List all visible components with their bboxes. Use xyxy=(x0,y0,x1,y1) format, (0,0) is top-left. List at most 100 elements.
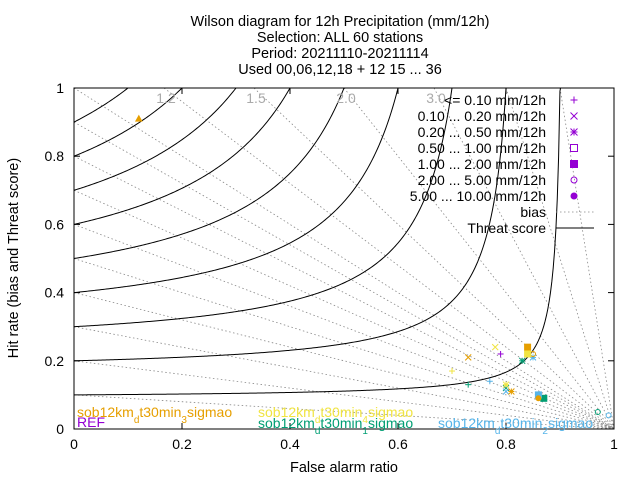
marker-stroke xyxy=(491,343,499,351)
title-line-3: Period: 20211110-20211114 xyxy=(251,46,428,62)
model-label: sob12kmdt30min2sigmao xyxy=(438,415,593,437)
model-label-part: sigmao xyxy=(368,415,413,431)
marker-shape xyxy=(594,408,601,415)
marker-cross xyxy=(570,112,578,120)
data-point xyxy=(524,343,532,351)
axis-ticks: 0 0.2 0.4 0.6 0.8 1 0 0.2 0.4 0.6 0.8 1 xyxy=(45,80,619,452)
data-point xyxy=(486,378,493,385)
y-tick-label: 0 xyxy=(56,421,64,437)
model-label-part: sigmao xyxy=(187,404,232,420)
data-point xyxy=(502,388,510,395)
marker-shape xyxy=(570,144,578,152)
marker-circle-filled xyxy=(570,192,578,200)
data-point xyxy=(449,368,455,375)
model-label-part: sob12km xyxy=(438,415,495,431)
threat-score-curves xyxy=(74,88,562,396)
marker-square-open xyxy=(570,144,578,152)
x-tick-label: 0.2 xyxy=(172,436,192,452)
legend-entry-label: 0.50 ... 1.00 mm/12h xyxy=(418,140,546,156)
legend-entry-label: <= 0.10 mm/12h xyxy=(444,92,546,108)
x-tick-label: 0.8 xyxy=(496,436,516,452)
marker-shape xyxy=(570,192,578,200)
model-label: sob12kmdt30min4sigmao xyxy=(258,404,413,426)
model-label: REF xyxy=(77,414,105,430)
model-label-part: sigmao xyxy=(368,404,413,420)
marker-stroke xyxy=(518,357,526,365)
y-axis-label: Hit rate (bias and Threat score) xyxy=(6,158,22,358)
bias-label: 2.0 xyxy=(336,90,356,106)
x-axis-label: False alarm ratio xyxy=(290,460,398,476)
bias-line xyxy=(74,292,614,429)
marker-stroke xyxy=(464,354,472,361)
legend-entry-label: 0.10 ... 0.20 mm/12h xyxy=(418,108,546,124)
threat-score-curve xyxy=(74,88,562,396)
threat-score-curve xyxy=(74,88,399,294)
data-point xyxy=(464,354,472,361)
model-label-part: 4 xyxy=(362,415,368,426)
marker-shape xyxy=(535,395,542,402)
y-tick-label: 0.4 xyxy=(45,285,65,301)
marker-stroke xyxy=(502,381,510,389)
y-tick-label: 0.2 xyxy=(45,353,65,369)
threat-score-curve xyxy=(74,88,129,123)
threat-score-curve xyxy=(74,88,237,191)
title-line-1: Wilson diagram for 12h Precipitation (mm… xyxy=(191,14,490,30)
y-tick-label: 1 xyxy=(56,80,64,96)
threat-score-curve xyxy=(74,88,291,225)
model-label-part: 3 xyxy=(181,415,187,426)
bias-line xyxy=(74,360,614,429)
marker-shape xyxy=(605,412,612,419)
title-line-2: Selection: ALL 60 stations xyxy=(257,30,423,46)
bias-labels: 1.2 1.5 2.0 3.0 xyxy=(156,90,446,106)
data-points xyxy=(134,114,612,419)
bias-line xyxy=(74,155,614,429)
marker-stroke xyxy=(508,388,515,395)
model-label-part: d xyxy=(315,415,321,426)
marker-circle-open xyxy=(570,176,578,184)
title-line-4: Used 00,06,12,18 + 12 15 ... 36 xyxy=(238,62,442,78)
y-tick-label: 0.6 xyxy=(45,216,65,232)
model-label-part: d xyxy=(315,426,321,437)
data-point xyxy=(535,395,542,402)
model-label-part: 2 xyxy=(542,426,548,437)
model-label-part: t30min xyxy=(320,404,362,420)
model-label-part: sob12km xyxy=(258,415,315,431)
threat-score-curve xyxy=(74,88,453,328)
model-label-part: t30min xyxy=(500,415,542,431)
marker-shape xyxy=(134,114,143,122)
legend-entry-label: 5.00 ... 10.00 mm/12h xyxy=(410,188,546,204)
threat-score-curve xyxy=(74,88,507,362)
bias-line xyxy=(163,88,614,429)
bias-line xyxy=(74,88,614,429)
x-tick-label: 1 xyxy=(610,436,618,452)
bias-line xyxy=(253,88,614,429)
model-label-part: sob12km xyxy=(258,404,315,420)
plot-border xyxy=(73,87,615,430)
data-point xyxy=(524,350,532,358)
marker-star xyxy=(570,128,578,136)
model-label-part: d xyxy=(134,415,140,426)
y-tick-label: 0.8 xyxy=(45,148,65,164)
model-label-part: t30min xyxy=(320,415,362,431)
data-point xyxy=(491,343,499,351)
x-tick-label: 0 xyxy=(70,436,78,452)
bias-line xyxy=(559,88,614,429)
marker-shape xyxy=(570,176,578,184)
model-label-part: REF xyxy=(77,414,105,430)
bias-line xyxy=(433,88,614,429)
marker-shape xyxy=(524,343,532,351)
chart-title: Wilson diagram for 12h Precipitation (mm… xyxy=(191,14,490,78)
data-point xyxy=(465,381,472,388)
marker-stroke xyxy=(570,128,578,136)
model-label: sob12kmdt30min3sigmao xyxy=(77,404,232,426)
marker-shape xyxy=(570,160,578,168)
legend-line-label: bias xyxy=(520,204,546,220)
data-point xyxy=(518,357,526,365)
threat-score-curve xyxy=(74,88,183,157)
threat-score-curve xyxy=(74,88,345,259)
model-label: sob12kmdt30min1sigmao xyxy=(258,415,413,437)
data-point xyxy=(134,114,143,122)
